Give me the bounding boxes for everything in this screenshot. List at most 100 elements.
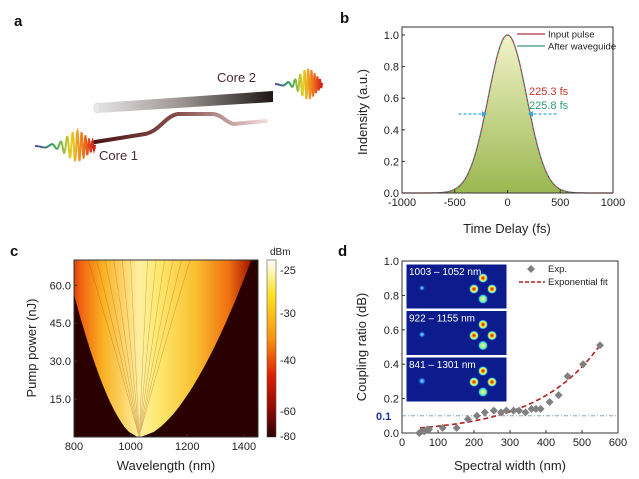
data-point-diamond xyxy=(472,411,481,420)
threshold-label: 0.1 xyxy=(376,411,391,423)
core-2-spot xyxy=(478,340,488,351)
x-axis-label-d: Spectral width (nm) xyxy=(454,458,566,473)
spectral-streak xyxy=(113,260,140,437)
data-point-diamond xyxy=(579,360,588,369)
core-2-spot xyxy=(469,330,479,341)
spectral-streak xyxy=(130,260,140,437)
y-tick-label: 1.0 xyxy=(384,256,399,268)
x-tick-label: 600 xyxy=(609,437,627,449)
mode-profile-inset: 841 – 1301 nm xyxy=(405,356,508,403)
data-point-diamond xyxy=(502,406,511,415)
legend-label: Exp. xyxy=(548,264,567,275)
y-tick-label: 0.4 xyxy=(384,359,399,371)
core-2-spot xyxy=(487,377,497,387)
data-point-diamond xyxy=(554,391,563,400)
data-point-diamond xyxy=(521,408,530,417)
x-tick-label: 500 xyxy=(551,197,569,209)
core-1-spot xyxy=(419,285,425,291)
data-point-diamond xyxy=(438,423,447,432)
core-2-spot xyxy=(469,377,479,387)
y-tick-label: 1.0 xyxy=(384,30,399,42)
x-axis-label-b: Time Delay (fs) xyxy=(463,221,551,236)
core-2-label: Core 2 xyxy=(217,70,256,85)
colorbar-tick: -60 xyxy=(280,406,296,418)
y-tick-label: 0.4 xyxy=(384,125,399,137)
mode-profile-inset: 922 – 1155 nm xyxy=(405,310,508,356)
spectral-streak xyxy=(138,260,182,437)
data-point-diamond xyxy=(596,341,604,350)
spectral-streak xyxy=(138,260,148,437)
core-2-spot xyxy=(478,387,488,397)
x-tick-label: 100 xyxy=(429,437,447,449)
annotation-output-width: 225.8 fs xyxy=(529,100,569,112)
y-tick-label: 60.0 xyxy=(50,280,71,292)
spectral-streak xyxy=(121,260,140,437)
x-axis-label-c: Wavelength (nm) xyxy=(117,458,216,473)
y-axis-label-d: Coupling ratio (dB) xyxy=(354,293,369,401)
y-tick-label: 0.2 xyxy=(384,394,399,406)
data-point-diamond xyxy=(452,423,461,432)
y-tick-label: 0.8 xyxy=(384,62,399,74)
colorbar-tick: -40 xyxy=(280,355,296,367)
annotation-input-width: 225.3 fs xyxy=(529,86,569,98)
y-tick-label: 0.2 xyxy=(384,156,399,168)
colorbar-unit: dBm xyxy=(270,247,291,258)
data-point-diamond xyxy=(463,415,472,424)
y-tick-label: 45.0 xyxy=(50,318,71,330)
x-tick-label: 200 xyxy=(465,437,483,449)
core-2-spot xyxy=(478,366,488,376)
colorbar-tick: -80 xyxy=(280,431,296,443)
x-tick-label: 0 xyxy=(504,197,510,209)
x-tick-label: 500 xyxy=(573,437,591,449)
spectral-streak xyxy=(87,260,140,437)
panel-letter-c: c xyxy=(10,243,18,260)
x-tick-label: 1200 xyxy=(175,441,199,453)
spectral-streak xyxy=(104,260,140,437)
panel-letter-b: b xyxy=(340,10,349,27)
core-2-spot xyxy=(478,294,488,304)
data-point-diamond xyxy=(515,406,523,415)
spectral-streak xyxy=(138,260,191,437)
core-2-spot xyxy=(487,284,497,294)
spectral-streak xyxy=(96,260,140,437)
output-pulse-wave-icon xyxy=(275,68,323,100)
core-1-spot xyxy=(418,377,426,385)
arrow-head-icon xyxy=(528,111,534,117)
data-point-diamond xyxy=(563,372,572,381)
y-tick-label: 15.0 xyxy=(50,394,71,406)
mode-profile-inset: 1003 – 1052 nm xyxy=(405,263,508,310)
panel-letter-a: a xyxy=(14,13,23,30)
data-point-diamond xyxy=(425,425,433,434)
legend-label: Exponential fit xyxy=(548,277,608,288)
y-tick-label: 0.0 xyxy=(384,428,399,440)
panel-b-chart: b -1000 -500 0 500 1000 0.0 0.2 0.4 0.6 0.8 1.0 In… xyxy=(340,10,625,236)
x-tick-label: 400 xyxy=(537,437,555,449)
core-1-label: Core 1 xyxy=(99,148,138,163)
core-2-waveguide xyxy=(97,91,273,113)
plot-frame-c xyxy=(73,259,259,438)
spectral-streak xyxy=(138,260,174,437)
y-tick-label: 0.6 xyxy=(384,93,399,105)
colorbar-tick: -25 xyxy=(280,265,296,277)
data-point-diamond xyxy=(545,398,554,407)
core-2-spot xyxy=(478,273,488,283)
data-point-diamond xyxy=(489,406,498,415)
data-point-diamond xyxy=(480,408,489,417)
colorbar-tick: -30 xyxy=(280,308,296,320)
panel-d-chart: d 0.1 1003 – 1052 nm 922 – 1155 nm 841 – 1… xyxy=(338,243,627,473)
core-2-spot xyxy=(487,330,497,341)
x-tick-label: 1000 xyxy=(601,197,625,209)
panel-a-illustration: a Core 1 Core 2 xyxy=(14,13,323,163)
core-2-spot xyxy=(469,284,479,294)
core-1-spot xyxy=(418,331,426,338)
x-tick-label: -500 xyxy=(444,197,466,209)
pulse-area-fill xyxy=(402,35,613,193)
panel-c-heatmap: c 800 1000 1200 1400 15.0 30.0 45.0 60.0 dBm -2… xyxy=(10,243,296,473)
data-point-diamond xyxy=(536,404,545,413)
inset-label: 922 – 1155 nm xyxy=(409,314,475,325)
x-tick-label: 1000 xyxy=(118,441,142,453)
inset-label: 1003 – 1052 nm xyxy=(409,267,481,278)
core-2-end xyxy=(93,102,101,114)
core-1-waveguide xyxy=(93,112,268,144)
